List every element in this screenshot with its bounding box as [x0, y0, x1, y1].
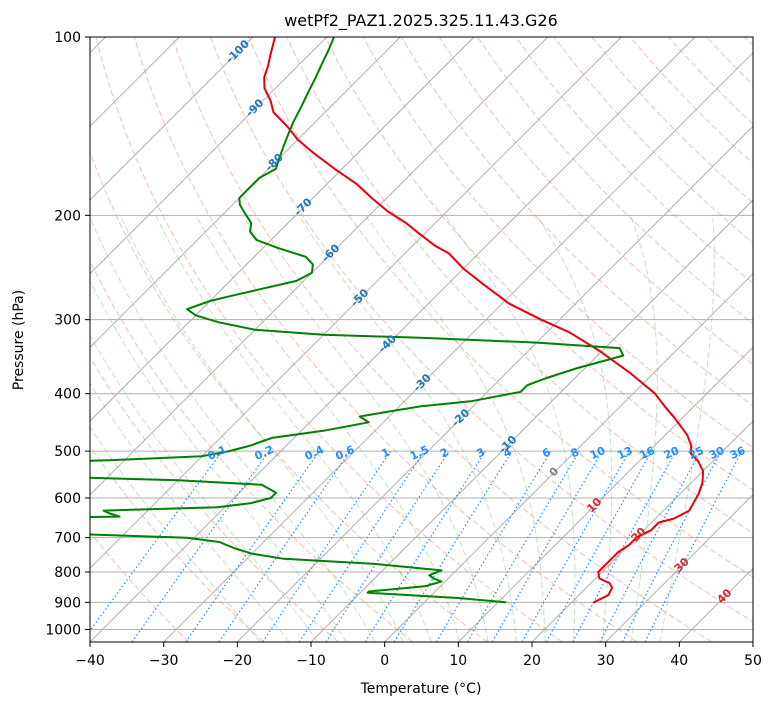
y-tick-label: 200 [54, 208, 81, 224]
mixing-ratio-label: 10 [588, 444, 608, 462]
y-tick-label: 400 [54, 387, 81, 403]
isotherm-line [90, 37, 328, 275]
dry-adiabat-line [90, 531, 190, 642]
isotherm-line [605, 493, 753, 642]
isotherm-line [384, 272, 753, 642]
moist-adiabat-line [90, 215, 376, 642]
dry-adiabat-line [171, 37, 712, 642]
mixing-ratio-line [545, 450, 653, 642]
dry-adiabat-line [400, 37, 753, 407]
mixing-ratio-line [185, 450, 320, 642]
dry-adiabat-line [90, 356, 339, 642]
dry-adiabat-line [438, 37, 753, 366]
isotherm-line [457, 346, 753, 642]
y-tick-label: 100 [54, 30, 81, 46]
x-tick-label: 30 [597, 653, 615, 669]
x-tick-label: 40 [670, 653, 688, 669]
mixing-ratio-line [644, 450, 743, 642]
isotherm-line [90, 37, 254, 201]
moist-adiabat-line [298, 215, 517, 642]
x-tick-label: −30 [149, 653, 179, 669]
moist-adiabat-line [444, 215, 576, 642]
data-series [90, 37, 705, 604]
plot-frame [89, 36, 754, 643]
y-tick-label: 500 [54, 444, 81, 460]
y-tick-label: 700 [54, 531, 81, 547]
mixing-ratio-line [262, 450, 392, 642]
moist-adiabat-line [536, 215, 613, 642]
mixing-ratio-line [298, 450, 425, 642]
moist-adiabat-line [364, 215, 546, 642]
x-tick-label: −10 [296, 653, 326, 669]
moist-adiabat-line [155, 215, 432, 642]
y-tick-label: 1000 [45, 622, 81, 638]
dry-adiabat-line [210, 37, 753, 623]
x-tick-label: 20 [523, 653, 541, 669]
mixing-ratio-line [131, 450, 270, 642]
x-tick-label: 0 [380, 653, 389, 669]
mixing-ratio-label: 30 [707, 444, 727, 462]
y-tick-label: 800 [54, 565, 81, 581]
dewpoint-line [90, 37, 625, 604]
temperature-line [263, 37, 705, 604]
dry-adiabat-line [90, 445, 264, 642]
moist-adiabat-line [630, 215, 658, 642]
dry-adiabat-line [248, 37, 753, 578]
x-tick-label: 10 [449, 653, 467, 669]
moist-adiabat-line [659, 215, 715, 642]
moist-adiabat-line [120, 215, 404, 642]
mixing-ratio-line [218, 450, 351, 642]
moist-adiabat-line [90, 334, 319, 642]
y-tick-label: 600 [54, 491, 81, 507]
moist-adiabat-line [90, 279, 347, 642]
mixing-ratio-label: 13 [615, 444, 634, 462]
isotherm-line [90, 37, 401, 349]
isotherm-line [90, 37, 622, 570]
y-tick-label: 900 [54, 595, 81, 611]
isotherm-line [90, 37, 549, 496]
dry-adiabat-line [90, 259, 414, 642]
dry-adiabat-line [286, 37, 753, 534]
axis-ticks: −40 −30 −20 −10 0 10 20 30 40 50 100 200 300 400 500 60… [45, 30, 762, 669]
moist-adiabat-line [195, 215, 461, 642]
isotherm-line [90, 37, 696, 642]
mixing-ratio-line [393, 450, 513, 642]
x-tick-label: −40 [75, 653, 105, 669]
y-tick-label: 300 [54, 313, 81, 329]
dry-adiabat-line [133, 37, 638, 642]
mixing-ratio-line [90, 450, 223, 632]
dry-adiabat-line [95, 37, 563, 642]
chart-title: wetPf2_PAZ1.2025.325.11.43.G26 [284, 11, 558, 31]
mixing-ratio-label: 16 [638, 444, 658, 462]
moist-adiabat-line [242, 215, 489, 642]
mixing-ratio-label: 20 [662, 444, 682, 462]
background-lines [90, 37, 753, 642]
x-tick-label: −20 [223, 653, 253, 669]
x-axis-title: Temperature (°C) [360, 681, 482, 697]
mixing-ratio-line [572, 450, 677, 642]
x-tick-label: 50 [744, 653, 762, 669]
isotherm-line [90, 37, 475, 422]
dry-adiabat-line [90, 150, 488, 642]
y-axis-title: Pressure (hPa) [11, 290, 27, 390]
mixing-ratio-label: 25 [687, 444, 706, 462]
mixing-ratio-line [521, 450, 631, 642]
dry-adiabat-line [515, 37, 753, 284]
mixing-ratio-label: 36 [728, 444, 748, 462]
isotherm-line [236, 125, 753, 642]
